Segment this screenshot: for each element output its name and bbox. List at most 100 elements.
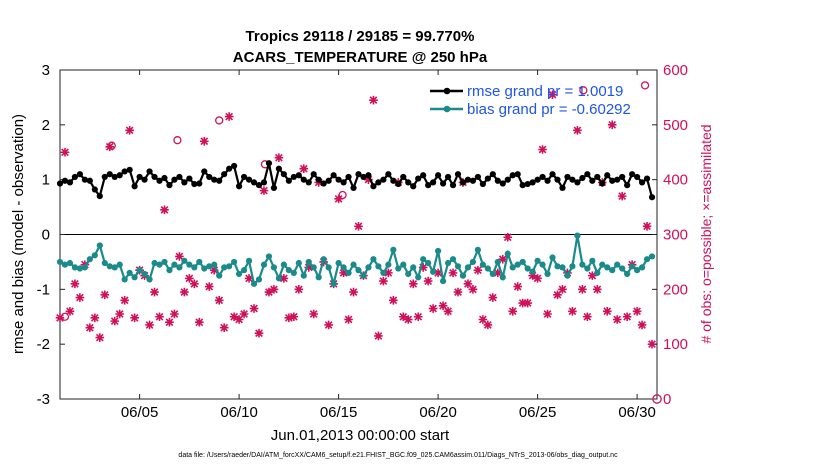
bias-point <box>221 264 228 271</box>
obs-assimilated-point <box>204 282 214 291</box>
obs-assimilated-point <box>170 309 179 319</box>
bias-point <box>176 264 183 271</box>
bias-point <box>584 265 591 272</box>
rmse-point <box>634 173 641 181</box>
rmse-point <box>106 171 113 178</box>
rmse-point <box>166 182 173 189</box>
bias-point <box>479 261 486 268</box>
obs-assimilated-point <box>219 323 229 333</box>
rmse-point <box>295 172 302 179</box>
bias-point <box>295 259 302 267</box>
bias-point <box>320 256 327 263</box>
obs-assimilated-point <box>612 315 622 324</box>
obs-assimilated-point <box>403 315 413 324</box>
bias-point <box>574 232 581 239</box>
rmse-point <box>514 171 521 178</box>
bias-point <box>345 269 352 276</box>
y-axis-ticks: -3 -2 -1 0 1 2 3 <box>37 62 65 408</box>
obs-assimilated-point <box>478 315 488 324</box>
obs-assimilated-point <box>523 298 532 308</box>
rmse-point <box>629 171 636 178</box>
rmse-point <box>380 176 387 183</box>
rmse-point <box>216 177 223 184</box>
obs-assimilated-point <box>413 312 423 322</box>
rmse-point <box>56 180 64 187</box>
bias-point <box>484 265 491 272</box>
bias-point <box>181 257 188 264</box>
obs-possible-point <box>173 136 182 145</box>
bias-point <box>101 259 108 267</box>
obs-assimilated-point <box>299 164 309 173</box>
bias-point <box>111 264 118 271</box>
bias-point <box>494 258 501 266</box>
obs-assimilated-point <box>602 306 612 316</box>
obs-assimilated-point <box>190 279 199 289</box>
obs-assimilated-point <box>578 285 587 294</box>
x-tick-label: 06/30 <box>618 404 656 421</box>
obs-assimilated-point <box>269 285 279 294</box>
legend: rmse grand pr = 1.0019 bias grand pr = -… <box>430 83 631 118</box>
obs-assimilated-point <box>110 316 120 326</box>
bias-point <box>469 258 477 266</box>
rmse-point <box>236 183 243 190</box>
obs-assimilated-point <box>593 285 602 294</box>
rmse-point <box>410 183 417 190</box>
rmse-point <box>226 165 233 172</box>
rmse-point <box>370 183 377 190</box>
bias-point <box>430 268 437 275</box>
y-tick-label: 1 <box>42 172 50 189</box>
obs-assimilated-point <box>244 274 254 283</box>
obs-assimilated-point <box>568 306 577 316</box>
rmse-point <box>499 180 506 187</box>
rmse-point <box>430 179 437 186</box>
obs-assimilated-point <box>583 312 592 322</box>
obs-assimilated-point <box>105 142 115 152</box>
obs-assimilated-point <box>384 268 393 278</box>
rmse-point <box>91 186 98 193</box>
obs-assimilated-point <box>160 205 169 215</box>
y-tick-label: -2 <box>37 336 50 353</box>
rmse-point <box>489 171 496 178</box>
rmse-point <box>504 176 511 183</box>
obs-assimilated-point <box>249 304 259 313</box>
bias-point <box>156 261 163 268</box>
chart-subtitle: ACARS_TEMPERATURE @ 250 hPa <box>233 49 488 66</box>
rmse-point <box>290 173 297 181</box>
bias-point <box>191 264 198 271</box>
rmse-point <box>564 173 571 181</box>
bias-point <box>614 261 621 268</box>
bias-point <box>260 261 268 268</box>
bias-point <box>66 259 74 267</box>
rmse-point <box>549 171 556 178</box>
bias-point <box>141 270 148 278</box>
y-axis-label: rmse and bias (model - observation) <box>10 114 27 354</box>
obs-assimilated-point <box>528 271 537 280</box>
obs-assimilated-point <box>95 333 105 342</box>
rmse-point <box>355 171 362 178</box>
bias-point <box>350 261 357 268</box>
bias-point <box>554 263 561 270</box>
obs-possible-point <box>60 312 70 321</box>
bias-point <box>106 263 113 270</box>
bias-point <box>196 258 203 266</box>
rmse-point <box>161 174 168 182</box>
rmse-point <box>340 179 347 186</box>
obs-assimilated-point <box>617 191 627 201</box>
obs-assimilated-point <box>85 323 95 333</box>
obs-possible-point <box>579 86 588 95</box>
obs-assimilated-point <box>588 271 597 280</box>
rmse-point <box>584 171 591 178</box>
rmse-point <box>648 194 656 201</box>
rmse-point <box>250 179 258 186</box>
bias-point <box>300 272 307 279</box>
rmse-point <box>619 173 626 181</box>
rmse-point <box>71 173 79 181</box>
bias-point <box>524 265 531 272</box>
bias-point <box>499 274 506 281</box>
rmse-point <box>141 176 148 183</box>
obs-assimilated-point <box>364 175 373 184</box>
y-right-axis-label: # of obs: o=possible; ×=assimilated <box>698 124 714 343</box>
bias-point <box>375 263 382 270</box>
obs-assimilated-point <box>443 306 453 316</box>
bias-point <box>370 256 377 263</box>
